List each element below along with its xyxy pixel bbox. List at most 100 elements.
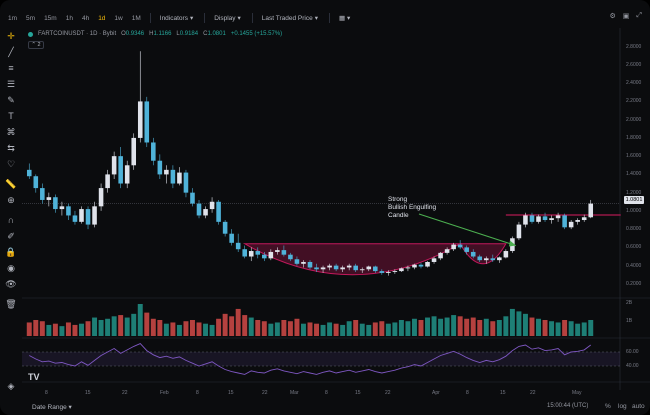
volume-bar (248, 317, 254, 336)
layout-icon[interactable]: ▦ ▾ (339, 15, 351, 22)
candle-body (412, 264, 417, 268)
candle-body (516, 224, 522, 239)
volume-bar (490, 321, 496, 336)
date-range-button[interactable]: Date Range ▾ (32, 404, 72, 411)
rounding-bottom-pattern (242, 243, 463, 276)
collapse-icon[interactable]: ◈ (7, 381, 15, 391)
volume-bar (379, 321, 385, 336)
volume-bar (588, 320, 594, 336)
timeframe-4h[interactable]: 4h (81, 14, 90, 22)
candle-body (464, 247, 469, 252)
brush-icon[interactable]: ✎ (7, 95, 15, 105)
volume-bar (111, 316, 117, 336)
volume-bar (398, 320, 404, 336)
display-button[interactable]: Display ▾ (214, 14, 241, 23)
date-axis-label: Feb (160, 390, 169, 396)
volume-bar (203, 323, 209, 336)
timeframe-15m[interactable]: 15m (44, 14, 57, 22)
eye-icon[interactable]: 👁 (5, 279, 17, 289)
volume-bar (72, 324, 78, 336)
timeframe-1h[interactable]: 1h (65, 14, 73, 22)
log-toggle[interactable]: log (618, 403, 627, 410)
bottom-bar: Date Range ▾ 15:00:44 (UTC) % log auto (0, 401, 650, 415)
measure-range-icon[interactable]: ⇆ (7, 143, 15, 153)
volume-bar (320, 324, 326, 336)
date-axis-label: May (572, 390, 582, 396)
price-chart[interactable]: TV (22, 28, 650, 401)
volume-bar (33, 320, 39, 336)
pattern-annotation: Strong Bullish Engulfing Candle (388, 196, 437, 219)
camera-icon[interactable]: ▣ (622, 13, 630, 20)
favorite-icon[interactable]: ♡ (6, 159, 16, 169)
symbol-name[interactable]: FARTCOINUSDT · 1D · Bybit (38, 31, 117, 37)
volume-bar (274, 322, 280, 336)
candle-body (366, 266, 372, 270)
pattern-icon[interactable]: ⌘ (6, 127, 16, 137)
candle-body (359, 269, 365, 271)
hide-icon[interactable]: ◉ (7, 263, 15, 273)
candle-body (444, 249, 450, 253)
indicators-button[interactable]: Indicators ▾ (160, 14, 193, 23)
zoom-icon[interactable]: ⊕ (7, 195, 15, 205)
timeframe-1d[interactable]: 1d (98, 14, 106, 22)
indicator-toggle[interactable]: ⌃ 2 (28, 41, 44, 49)
volume-bar (555, 322, 561, 336)
volume-bar (392, 322, 398, 336)
ruler-icon[interactable]: 📏 (5, 179, 17, 189)
candle-body (399, 268, 404, 272)
lock-icon[interactable]: 🔒 (5, 247, 17, 257)
candle-body (477, 256, 483, 261)
volume-bar (118, 315, 124, 336)
chevron-down-icon: ▾ (314, 15, 319, 22)
top-toolbar: 1m 5m 15m 1h 4h 1d 1w 1M Indicators ▾ Display ▾ Last… (0, 8, 650, 28)
volume-bar (190, 320, 195, 336)
price-source-select[interactable]: Last Traded Price ▾ (262, 14, 319, 23)
candle-body (470, 251, 476, 257)
price-axis-label: 1.6000 (626, 153, 642, 160)
volume-bar (307, 322, 313, 336)
volume-bar (255, 320, 261, 336)
volume-bar (176, 324, 182, 336)
timeframe-5m[interactable]: 5m (26, 14, 36, 22)
candle-body (151, 142, 156, 161)
candle-body (190, 192, 195, 204)
text-icon[interactable]: T (8, 111, 14, 121)
volume-bar (496, 320, 502, 336)
volume-bar (287, 321, 293, 336)
timeframe-1m[interactable]: 1m (8, 14, 18, 22)
volume-bar (477, 320, 483, 336)
settings-icon[interactable]: ⚙ (609, 13, 616, 20)
candle-body (346, 265, 352, 268)
magnet-icon[interactable]: ∩ (7, 215, 15, 225)
volume-bar (46, 324, 52, 336)
trash-icon[interactable]: 🗑 (5, 299, 17, 309)
volume-bar (294, 318, 300, 336)
timeframe-1w[interactable]: 1w (114, 14, 123, 22)
volume-bar (170, 322, 176, 336)
rsi-axis-label: 40.00 (626, 363, 639, 369)
horizontal-lines-icon[interactable]: ≡ (8, 63, 14, 73)
fullscreen-icon[interactable]: ⤢ (636, 12, 642, 19)
volume-bar (340, 324, 346, 336)
timeframe-1M[interactable]: 1M (131, 14, 141, 22)
price-axis-label: 0.2000 (626, 280, 642, 287)
auto-toggle[interactable]: auto (632, 403, 645, 410)
volume-bar (431, 316, 437, 336)
volume-bar (131, 313, 137, 336)
fib-icon[interactable]: ☰ (6, 79, 16, 89)
volume-bar (229, 316, 235, 336)
crosshair-icon[interactable]: ✛ (7, 31, 15, 41)
rsi-band (22, 352, 620, 366)
candle-body (118, 156, 123, 184)
candle-body (529, 215, 535, 222)
stay-drawing-icon[interactable]: ✐ (7, 231, 15, 241)
trendline-icon[interactable]: ╱ (8, 47, 14, 57)
candle-body (562, 215, 567, 228)
volume-bar (85, 321, 91, 336)
volume-bar (536, 318, 541, 336)
date-axis-label: 8 (196, 390, 199, 396)
percent-toggle[interactable]: % (605, 403, 611, 410)
volume-bar (503, 316, 509, 336)
price-axis-label: 1.2000 (626, 189, 642, 196)
candle-body (105, 174, 110, 189)
